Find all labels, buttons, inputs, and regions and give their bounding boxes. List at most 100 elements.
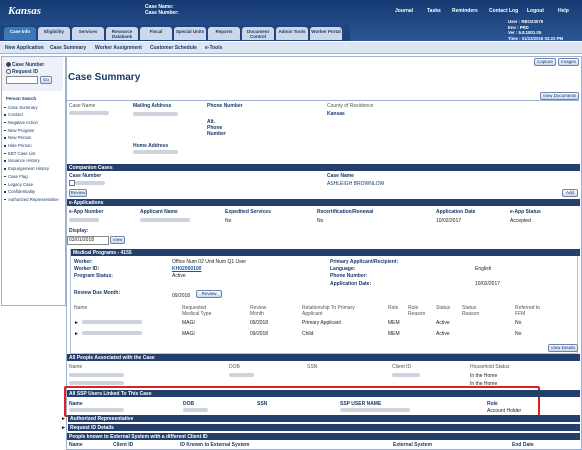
button[interactable]: Review bbox=[196, 290, 222, 298]
sidebar-link[interactable]: Authorized Representative bbox=[8, 196, 59, 202]
column-header: Case Number bbox=[69, 173, 102, 179]
cell: MEM bbox=[388, 320, 400, 326]
subnav-link[interactable]: Customer Schedule bbox=[150, 45, 197, 51]
redacted bbox=[69, 373, 124, 377]
radio[interactable] bbox=[6, 69, 11, 74]
button[interactable]: View Details bbox=[548, 344, 578, 352]
redacted bbox=[75, 181, 105, 185]
label: Home Address bbox=[133, 143, 169, 149]
top-link[interactable]: Logout bbox=[527, 8, 544, 14]
expand-arrow[interactable]: ► bbox=[74, 331, 79, 337]
tab[interactable] bbox=[140, 27, 172, 40]
user-info: Env : PRD bbox=[508, 24, 529, 30]
top-link[interactable]: Journal bbox=[395, 8, 414, 14]
sidebar-link[interactable]: New Person bbox=[8, 135, 32, 141]
tab-label[interactable]: Resource Databank bbox=[111, 28, 133, 39]
button[interactable]: View bbox=[110, 236, 125, 244]
tab[interactable] bbox=[72, 27, 104, 40]
sidebar-link[interactable]: Confidentiality bbox=[8, 189, 35, 195]
link[interactable]: KH02060100 bbox=[172, 266, 202, 272]
subnav-link[interactable]: Worker Assignment bbox=[95, 45, 142, 51]
radio[interactable] bbox=[6, 62, 11, 67]
label: Application Date: bbox=[330, 281, 372, 287]
top-link[interactable]: Tasks bbox=[427, 8, 441, 14]
sidebar-link[interactable]: EBT Case List bbox=[8, 150, 36, 156]
redacted bbox=[183, 408, 208, 412]
button[interactable]: View Documents bbox=[540, 92, 579, 100]
button[interactable]: Capture bbox=[534, 58, 556, 66]
label: Display: bbox=[69, 228, 89, 234]
tab[interactable] bbox=[106, 27, 138, 40]
sidebar-link[interactable]: Hide Person bbox=[8, 143, 32, 148]
tab-label[interactable]: Worker Portal bbox=[311, 28, 341, 34]
checkbox[interactable] bbox=[69, 180, 75, 186]
button[interactable]: Go bbox=[40, 76, 52, 84]
sidebar-link[interactable]: Expungement History bbox=[8, 166, 50, 172]
column-header: Expedited Services bbox=[225, 209, 271, 215]
sidebar-link[interactable]: Contact bbox=[8, 112, 23, 118]
section-header bbox=[67, 390, 580, 397]
top-link[interactable]: Contact Log bbox=[489, 8, 519, 14]
subnav-link[interactable]: e-Tools bbox=[205, 45, 223, 51]
bullet bbox=[4, 198, 6, 201]
radio-label: Request ID bbox=[12, 69, 39, 75]
sidebar-link[interactable]: Case Flag bbox=[8, 173, 28, 179]
tab-label[interactable]: Document Control bbox=[246, 28, 269, 39]
cell: MAGI bbox=[182, 320, 195, 326]
date-input[interactable] bbox=[67, 236, 109, 245]
tab[interactable] bbox=[4, 27, 36, 40]
top-link[interactable]: Help bbox=[558, 8, 569, 14]
top-link[interactable]: Reminders bbox=[452, 8, 478, 14]
redacted bbox=[69, 408, 124, 412]
sidebar-link[interactable]: Legacy Case bbox=[8, 181, 34, 187]
bullet bbox=[4, 106, 6, 108]
sidebar-link[interactable]: Case Summary bbox=[8, 104, 38, 110]
subnav-bar bbox=[0, 42, 582, 54]
sidebar-link[interactable]: Issuance History bbox=[8, 158, 40, 164]
button[interactable]: Review bbox=[69, 189, 87, 197]
tab-label[interactable]: Special Units bbox=[175, 28, 205, 34]
label: Worker ID: bbox=[74, 266, 100, 272]
expand-arrow[interactable]: ► bbox=[74, 320, 79, 326]
column-header: e-App Number bbox=[69, 209, 104, 215]
expand-arrow[interactable]: ► bbox=[61, 415, 66, 422]
value: 10/02/2017 bbox=[475, 281, 501, 287]
label: Case Number: bbox=[145, 10, 179, 16]
tab-label[interactable]: Services bbox=[78, 28, 98, 34]
column-header: DOB bbox=[229, 364, 240, 370]
sidebar-link[interactable]: Negative Action bbox=[8, 119, 38, 125]
tab[interactable] bbox=[310, 27, 342, 40]
tab[interactable] bbox=[208, 27, 240, 40]
cell: No bbox=[515, 320, 522, 326]
sidebar-link[interactable]: New Program bbox=[8, 127, 35, 133]
tab-label[interactable]: Reports bbox=[215, 28, 233, 34]
tab-label[interactable]: Fiscal bbox=[149, 28, 163, 34]
expand-arrow[interactable]: ► bbox=[61, 424, 66, 431]
tab-label[interactable]: Admin Tools bbox=[278, 28, 306, 34]
subnav-link[interactable]: New Application bbox=[5, 45, 44, 51]
tab[interactable] bbox=[174, 27, 206, 40]
section-title: Request ID Details bbox=[70, 424, 114, 431]
cell: Primary Applicant bbox=[302, 320, 341, 326]
column-header: Case Name bbox=[327, 173, 354, 179]
section-header bbox=[67, 199, 580, 206]
button[interactable]: Images bbox=[558, 58, 579, 66]
cell: 10/02/2017 bbox=[436, 218, 462, 224]
tab[interactable] bbox=[38, 27, 70, 40]
tab[interactable] bbox=[276, 27, 308, 40]
subnav-link[interactable]: Case Summary bbox=[50, 45, 87, 51]
label: Phone Number: bbox=[330, 273, 368, 279]
sidebar-link[interactable]: Person Search bbox=[6, 96, 37, 101]
value: Office Num 02 Unit Num Q1 User bbox=[172, 259, 247, 265]
tab-label[interactable]: Case Info bbox=[9, 28, 31, 34]
radio-label: Case Number bbox=[12, 62, 45, 68]
cell: Accepted bbox=[510, 218, 531, 224]
search-input[interactable] bbox=[6, 76, 38, 84]
button[interactable]: Add bbox=[562, 189, 578, 197]
tab-label[interactable]: Eligibility bbox=[43, 28, 64, 34]
tab[interactable] bbox=[242, 27, 274, 40]
cell: Child bbox=[302, 331, 314, 337]
section-header bbox=[68, 415, 580, 422]
value: English bbox=[475, 266, 492, 272]
section-title: Companion Cases bbox=[69, 164, 113, 171]
